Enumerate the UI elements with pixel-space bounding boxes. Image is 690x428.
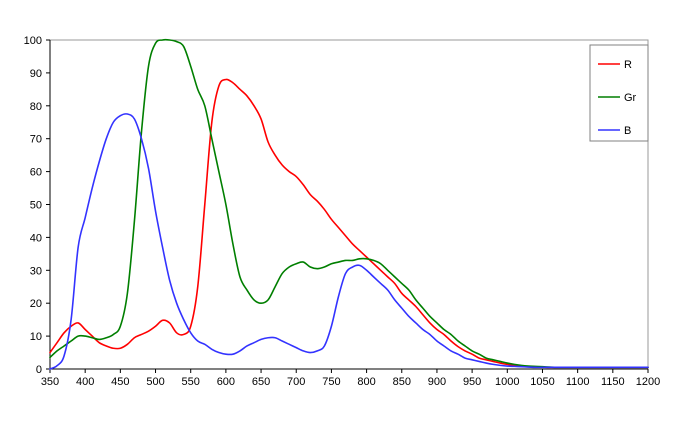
legend-label-b: B [624, 125, 631, 137]
x-tick-label: 400 [76, 376, 94, 388]
x-tick-label: 1150 [601, 376, 625, 388]
y-tick-label: 90 [30, 68, 42, 80]
series-line-gr [49, 38, 649, 369]
x-tick-label: 1050 [530, 376, 554, 388]
x-tick-label: 550 [182, 376, 200, 388]
axes: 350 400 450 500 550 600 650 700 750 800 850 900 950 1… [24, 35, 661, 388]
x-tick-label: 350 [41, 376, 59, 388]
y-tick-label: 0 [36, 364, 42, 376]
series-lines [49, 38, 649, 370]
x-tick-label: 500 [146, 376, 164, 388]
x-tick-label: 800 [357, 376, 375, 388]
x-tick-label: 450 [111, 376, 129, 388]
series-line-r [49, 78, 649, 369]
x-tick-label: 950 [463, 376, 481, 388]
y-tick-label: 60 [30, 167, 42, 179]
y-tick-label: 80 [30, 101, 42, 113]
y-tick-label: 30 [30, 265, 42, 277]
y-tick-label: 70 [30, 134, 42, 146]
x-tick-label: 1000 [495, 376, 519, 388]
series-line-b [49, 113, 649, 370]
y-tick-label: 100 [24, 35, 42, 47]
y-tick-label: 40 [30, 232, 42, 244]
x-tick-label: 1200 [636, 376, 660, 388]
plot-area-frame [49, 39, 649, 370]
y-tick-label: 10 [30, 331, 42, 343]
x-tick-label: 850 [393, 376, 411, 388]
x-tick-label: 750 [322, 376, 340, 388]
legend-box [589, 44, 649, 142]
y-tick-label: 50 [30, 200, 42, 212]
y-tick-label: 20 [30, 298, 42, 310]
legend-label-gr: Gr [624, 92, 637, 104]
x-tick-label: 600 [217, 376, 235, 388]
legend-label-r: R [624, 59, 632, 71]
x-tick-label: 900 [428, 376, 446, 388]
legend: R Gr B [589, 44, 649, 142]
x-tick-label: 700 [287, 376, 305, 388]
x-tick-label: 650 [252, 376, 270, 388]
x-tick-label: 1100 [566, 376, 590, 388]
